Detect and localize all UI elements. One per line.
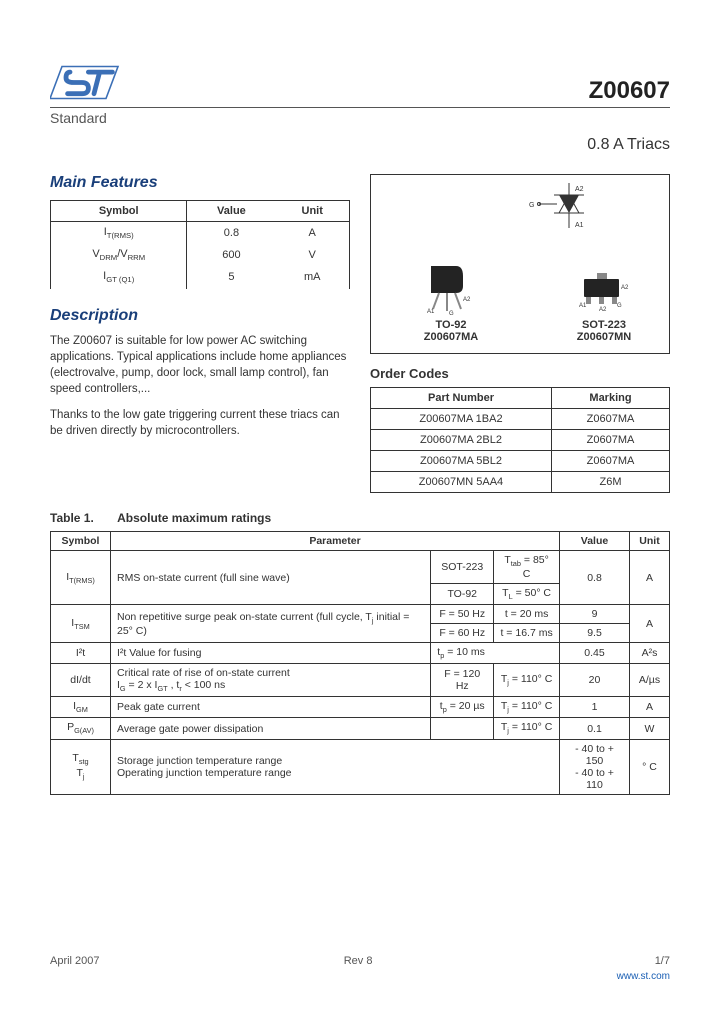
table-row: Z00607MN 5AA4Z6M — [371, 472, 670, 493]
footer-link[interactable]: www.st.com — [617, 971, 670, 982]
logo-area — [50, 60, 130, 105]
features-table: Symbol Value Unit IT(RMS) 0.8 A VDRM/VRR… — [50, 200, 350, 289]
description-p1: The Z00607 is suitable for low power AC … — [50, 333, 350, 397]
table-row: IT(RMS) RMS on-state current (full sine … — [51, 551, 670, 584]
svg-text:G: G — [449, 311, 454, 316]
header-row: Z00607 — [50, 60, 670, 108]
right-column: A2 A1 G A2 G A1 — [370, 174, 670, 493]
order-col-pn: Part Number — [371, 388, 552, 409]
part-number: Z00607 — [589, 77, 670, 105]
package-diagram-box: A2 A1 G A2 G A1 — [370, 174, 670, 354]
table-row: PG(AV) Average gate power dissipation Tj… — [51, 718, 670, 739]
to92-label: TO-92 — [421, 319, 481, 331]
ratings-col-value: Value — [560, 532, 630, 551]
table-row: I²t I²t Value for fusing tp = 10 ms 0.45… — [51, 643, 670, 664]
main-features-heading: Main Features — [50, 174, 350, 192]
ratings-col-unit: Unit — [630, 532, 670, 551]
table-row: Z00607MA 2BL2Z0607MA — [371, 430, 670, 451]
ratings-col-parameter: Parameter — [111, 532, 560, 551]
table-row: VDRM/VRRM 600 V — [51, 244, 350, 266]
order-col-mk: Marking — [552, 388, 670, 409]
ratings-col-symbol: Symbol — [51, 532, 111, 551]
table-row: ITSM Non repetitive surge peak on-state … — [51, 605, 670, 624]
table1-caption: Table 1. Absolute maximum ratings — [50, 511, 670, 525]
table-row: dI/dt Critical rate of rise of on-state … — [51, 664, 670, 697]
svg-text:A2: A2 — [599, 307, 607, 313]
features-col-symbol: Symbol — [51, 201, 187, 222]
sot223-icon: A2 G A2 A1 — [569, 271, 639, 316]
svg-text:A1: A1 — [579, 303, 587, 309]
table-row: IGM Peak gate current tp = 20 µs Tj = 11… — [51, 697, 670, 718]
table-row: IT(RMS) 0.8 A — [51, 222, 350, 245]
to92-part: Z00607MA — [421, 331, 481, 343]
footer: April 2007 Rev 8 1/7 www.st.com — [50, 955, 670, 982]
description-p2: Thanks to the low gate triggering curren… — [50, 407, 350, 439]
svg-text:A1: A1 — [427, 309, 435, 315]
triac-schematic-icon: A2 A1 G — [529, 183, 609, 243]
footer-date: April 2007 — [50, 955, 100, 982]
table1-title: Absolute maximum ratings — [117, 511, 271, 525]
sot223-part: Z00607MN — [569, 331, 639, 343]
sot223-label: SOT-223 — [569, 319, 639, 331]
svg-text:A2: A2 — [621, 285, 629, 291]
package-sot223: A2 G A2 A1 SOT-223 Z00607MN — [569, 271, 639, 343]
footer-page: 1/7 — [655, 955, 670, 967]
features-col-value: Value — [187, 201, 275, 222]
footer-rev: Rev 8 — [344, 955, 373, 982]
svg-text:G: G — [529, 202, 534, 209]
svg-text:A2: A2 — [463, 297, 471, 303]
to92-icon: A2 G A1 — [421, 261, 481, 316]
order-codes-heading: Order Codes — [370, 366, 670, 381]
subtitle: 0.8 A Triacs — [50, 136, 670, 154]
order-codes-table: Part Number Marking Z00607MA 1BA2Z0607MA… — [370, 387, 670, 493]
svg-text:G: G — [617, 303, 622, 309]
svg-text:A1: A1 — [575, 222, 584, 229]
ratings-table: Symbol Parameter Value Unit IT(RMS) RMS … — [50, 531, 670, 795]
table-row: Z00607MA 5BL2Z0607MA — [371, 451, 670, 472]
table1-number: Table 1. — [50, 511, 94, 525]
standard-label: Standard — [50, 110, 670, 126]
features-col-unit: Unit — [275, 201, 349, 222]
table-row: TstgTj Storage junction temperature rang… — [51, 739, 670, 794]
top-columns: Main Features Symbol Value Unit IT(RMS) … — [50, 174, 670, 493]
table-row: Z00607MA 1BA2Z0607MA — [371, 409, 670, 430]
description-heading: Description — [50, 307, 350, 325]
st-logo — [50, 60, 130, 105]
package-to92: A2 G A1 TO-92 Z00607MA — [421, 261, 481, 343]
svg-text:A2: A2 — [575, 186, 584, 193]
table-row: IGT (Q1) 5 mA — [51, 266, 350, 288]
left-column: Main Features Symbol Value Unit IT(RMS) … — [50, 174, 350, 493]
